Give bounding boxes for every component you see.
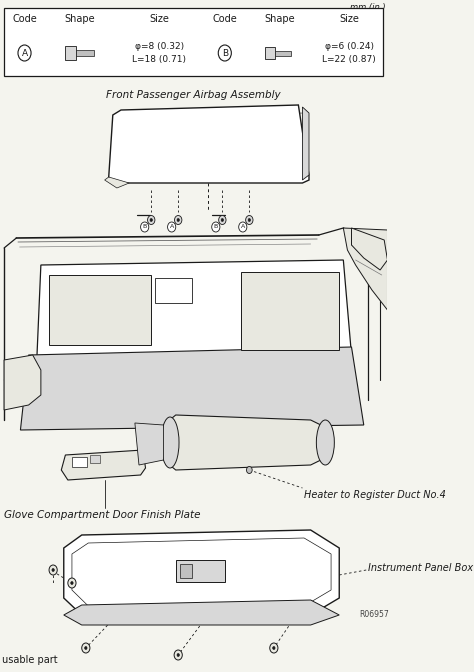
Circle shape xyxy=(168,222,176,232)
Text: Code: Code xyxy=(12,14,37,24)
Circle shape xyxy=(141,222,149,232)
Circle shape xyxy=(82,643,90,653)
Polygon shape xyxy=(135,423,164,465)
Circle shape xyxy=(147,216,155,224)
Circle shape xyxy=(218,45,231,61)
Circle shape xyxy=(52,569,55,571)
Text: Size: Size xyxy=(339,14,359,24)
Text: Shape: Shape xyxy=(64,14,95,24)
Text: Glove Compartment Door Finish Plate: Glove Compartment Door Finish Plate xyxy=(4,510,201,520)
Bar xyxy=(65,46,76,60)
Text: A: A xyxy=(241,224,245,230)
Text: Heater to Register Duct No.4: Heater to Register Duct No.4 xyxy=(304,490,446,500)
Polygon shape xyxy=(61,450,146,480)
Circle shape xyxy=(221,218,224,222)
Circle shape xyxy=(84,646,87,650)
Text: Shape: Shape xyxy=(264,14,295,24)
Circle shape xyxy=(248,218,251,222)
Ellipse shape xyxy=(161,417,179,468)
Polygon shape xyxy=(105,177,129,188)
Text: A: A xyxy=(170,224,174,230)
Polygon shape xyxy=(64,600,339,625)
Bar xyxy=(90,455,100,463)
Text: B: B xyxy=(143,224,147,230)
Bar xyxy=(76,50,94,56)
Text: Code: Code xyxy=(212,14,237,24)
Circle shape xyxy=(68,578,76,588)
Text: usable part: usable part xyxy=(1,655,57,665)
Bar xyxy=(4,8,383,76)
Circle shape xyxy=(177,653,180,657)
Circle shape xyxy=(246,466,252,474)
Bar xyxy=(241,272,339,350)
Circle shape xyxy=(239,222,247,232)
Circle shape xyxy=(212,222,220,232)
Text: B: B xyxy=(214,224,218,230)
Polygon shape xyxy=(302,107,309,180)
Text: φ=8 (0.32)
L=18 (0.71): φ=8 (0.32) L=18 (0.71) xyxy=(132,42,186,64)
Polygon shape xyxy=(343,228,387,310)
Bar xyxy=(72,457,87,467)
Text: mm (in.): mm (in.) xyxy=(350,3,386,12)
Polygon shape xyxy=(20,347,364,430)
Circle shape xyxy=(246,216,253,224)
Circle shape xyxy=(219,216,226,224)
Polygon shape xyxy=(109,105,309,183)
Polygon shape xyxy=(37,260,352,360)
Circle shape xyxy=(174,650,182,660)
Circle shape xyxy=(18,45,31,61)
Polygon shape xyxy=(352,228,387,270)
Circle shape xyxy=(270,643,278,653)
Text: B: B xyxy=(222,48,228,58)
Text: R06957: R06957 xyxy=(360,610,390,619)
Polygon shape xyxy=(164,415,331,470)
Polygon shape xyxy=(4,355,41,410)
Ellipse shape xyxy=(316,420,334,465)
Bar xyxy=(49,275,151,345)
Circle shape xyxy=(177,218,180,222)
Bar xyxy=(155,278,192,303)
Circle shape xyxy=(49,565,57,575)
Circle shape xyxy=(174,216,182,224)
Bar xyxy=(265,47,275,59)
Circle shape xyxy=(273,646,275,650)
Text: A: A xyxy=(21,48,27,58)
Text: Size: Size xyxy=(149,14,169,24)
Bar xyxy=(176,560,225,582)
Text: Front Passenger Airbag Assembly: Front Passenger Airbag Assembly xyxy=(107,90,281,100)
Circle shape xyxy=(71,581,73,585)
Bar xyxy=(275,50,292,56)
Circle shape xyxy=(150,218,153,222)
Bar xyxy=(180,564,192,578)
Text: Instrument Panel Box: Instrument Panel Box xyxy=(368,563,473,573)
Text: φ=6 (0.24)
L=22 (0.87): φ=6 (0.24) L=22 (0.87) xyxy=(322,42,376,64)
Polygon shape xyxy=(64,530,339,615)
